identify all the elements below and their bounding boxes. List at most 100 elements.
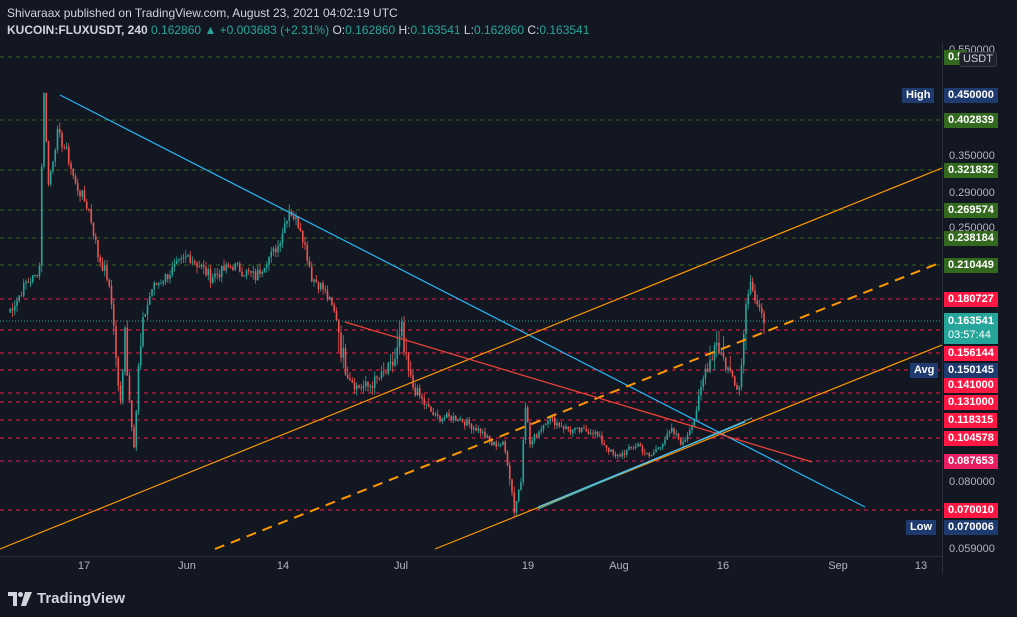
open-label: O: [332, 23, 346, 37]
candle-body [182, 257, 185, 259]
candle-body [373, 376, 376, 388]
low-value-label: 0.070006 [944, 520, 998, 535]
candle-body [180, 258, 183, 260]
red-trendline[interactable] [344, 321, 813, 463]
candle-body [135, 411, 138, 448]
candle-body [189, 255, 192, 263]
candle-body [362, 386, 365, 389]
candle-body [83, 190, 86, 202]
trend-drawings[interactable] [0, 94, 942, 550]
candle-body [506, 451, 509, 466]
time-tick: Jun [178, 560, 196, 572]
candle-body [333, 304, 336, 312]
candle-body [160, 283, 162, 285]
candle-body [229, 266, 232, 268]
candle-body [601, 435, 603, 444]
candle-body [592, 432, 594, 434]
price-scale[interactable] [942, 42, 1017, 574]
candle-body [558, 422, 561, 427]
candle-body [245, 269, 248, 276]
time-tick: 16 [716, 560, 730, 572]
level-label-0321832: 0.321832 [944, 163, 998, 178]
symbol-label[interactable]: KUCOIN:FLUXUSDT, 240 [7, 23, 148, 37]
candle-body [263, 268, 266, 272]
level-label-0070010: 0.070010 [944, 503, 998, 518]
candle-body [682, 441, 684, 445]
time-scale[interactable] [0, 556, 942, 577]
candle-body [511, 479, 513, 493]
candle-body [45, 93, 48, 142]
orange-channel-lower[interactable] [434, 344, 942, 550]
candle-body [711, 359, 714, 361]
candle-body [423, 398, 426, 405]
candle-body [360, 387, 363, 389]
candle-body [297, 216, 300, 228]
candle-body [430, 406, 432, 412]
candle-body [621, 453, 624, 457]
candle-body [760, 307, 763, 314]
candle-body [670, 427, 673, 432]
candle-body [641, 446, 644, 453]
currency-badge[interactable]: USDT [959, 52, 997, 67]
candle-body [731, 370, 734, 377]
candle-body [324, 288, 327, 291]
candle-body [675, 433, 678, 435]
candle-body [655, 448, 657, 453]
cyan-support-line[interactable] [537, 421, 746, 508]
bar-countdown: 03:57:44 [948, 329, 991, 341]
candle-body [378, 377, 381, 379]
candle-body [497, 445, 500, 447]
candle-body [205, 267, 207, 276]
candle-body [61, 132, 63, 148]
footer [0, 576, 1017, 617]
price-tick: 0.080000 [949, 476, 995, 488]
candle-body [27, 281, 30, 283]
high-label: H: [398, 23, 411, 37]
candle-body [493, 441, 495, 445]
candle-body [648, 452, 651, 457]
candle-body [400, 321, 403, 336]
candle-body [103, 265, 106, 271]
avg-value-label: 0.150145 [944, 363, 998, 378]
orange-channel-mid[interactable] [214, 261, 942, 550]
candle-body [661, 443, 664, 448]
candle-body [713, 345, 716, 361]
candle-body [295, 216, 297, 219]
orange-channel-upper[interactable] [0, 167, 942, 550]
ohlc-legend: KUCOIN:FLUXUSDT, 240 0.162860 ▲ +0.00368… [7, 23, 589, 37]
blue-trendline[interactable] [59, 94, 866, 508]
candle-body [484, 431, 486, 438]
candle-body [54, 150, 57, 162]
candle-body [619, 455, 621, 457]
candle-body [234, 263, 237, 271]
candle-body [72, 168, 75, 176]
candle-body [722, 352, 725, 358]
candle-body [88, 208, 90, 210]
candle-body [580, 427, 583, 432]
candle-body [409, 370, 412, 376]
candle-body [164, 274, 167, 282]
candle-body [238, 263, 241, 272]
candle-body [92, 222, 95, 237]
avg-tag: Avg [910, 363, 939, 378]
candle-body [571, 429, 574, 433]
chart-pane[interactable] [0, 42, 942, 556]
candle-body [110, 285, 113, 305]
candle-body [121, 371, 124, 401]
candle-body [666, 433, 669, 440]
candle-body [265, 265, 268, 269]
candle-body [643, 452, 646, 454]
candle-body [252, 271, 255, 273]
candle-body [74, 175, 77, 184]
candle-body [342, 348, 345, 358]
candle-body [526, 407, 529, 423]
candle-body [533, 434, 536, 441]
candle-body [218, 274, 221, 278]
candle-body [146, 304, 149, 315]
candle-body [389, 361, 392, 364]
level-label-0402839: 0.402839 [944, 113, 998, 128]
candle-body [589, 432, 592, 434]
candle-body [286, 220, 288, 224]
tradingview-logo[interactable]: TradingView [8, 590, 125, 607]
candle-body [632, 447, 635, 449]
